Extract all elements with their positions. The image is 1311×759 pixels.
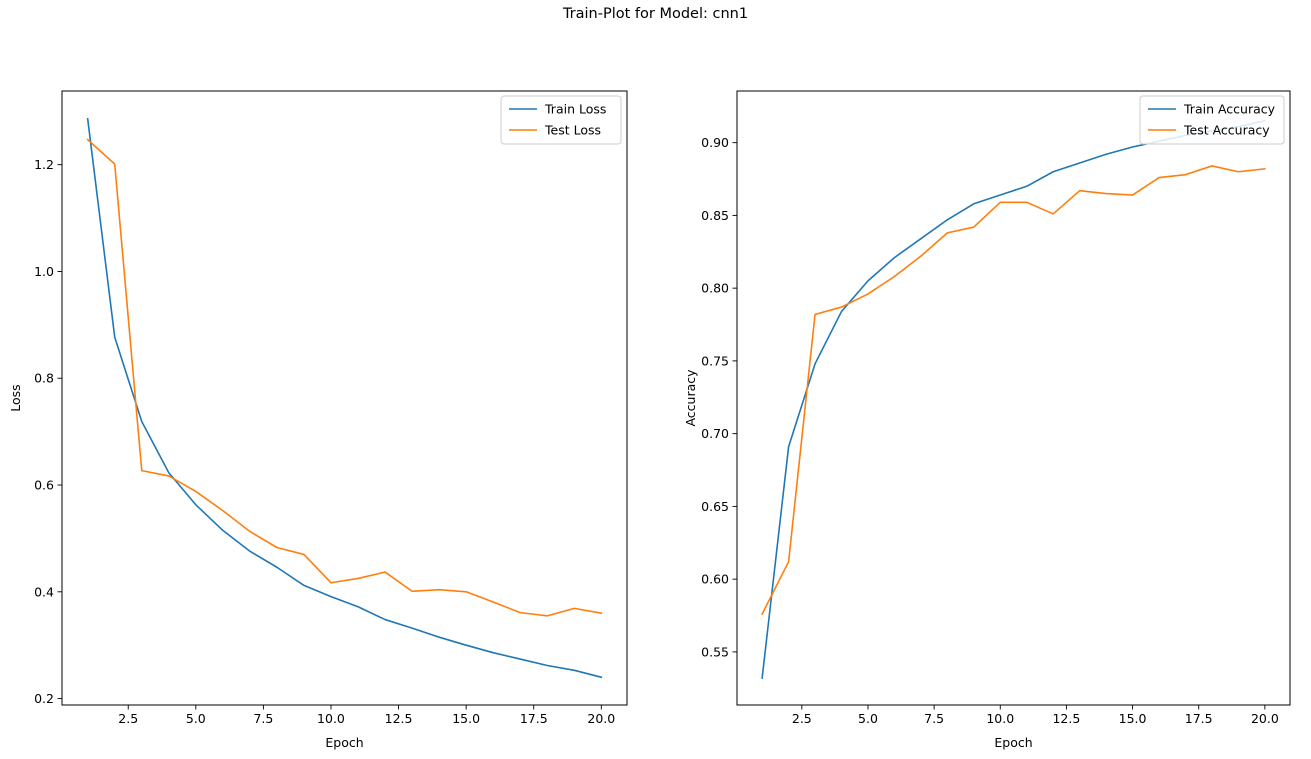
legend: Train Accuracy Test Accuracy [1139,95,1285,145]
y-tick-label: 0.70 [701,426,729,441]
x-tick-label: 7.5 [924,711,944,726]
y-tick-label: 0.90 [701,135,729,150]
series-line-train-accuracy [761,119,1266,679]
y-axis-label: Accuracy [683,369,698,427]
y-tick-label: 0.55 [701,644,729,659]
y-tick-label: 0.80 [701,281,729,296]
x-tick-label: 17.5 [1185,711,1213,726]
legend-entry-label: Train Accuracy [1183,102,1276,117]
x-tick-label: 2.5 [118,711,138,726]
y-tick-label: 0.85 [701,208,729,223]
x-tick-label: 7.5 [253,711,273,726]
series-line-train-loss [86,117,603,679]
legend-box [1139,95,1285,145]
x-tick-label: 20.0 [587,711,615,726]
y-tick-label: 0.4 [34,584,54,599]
x-tick-label: 17.5 [520,711,548,726]
axes-panel-2: 2.5 5.0 7.5 10.0 12.5 15.0 17.5 20.0 0.55 0.60 0.6… [683,90,1291,750]
x-tick-label: 2.5 [792,711,812,726]
series-line-test-loss [86,138,603,617]
y-tick-label: 0.65 [701,499,729,514]
x-axis-label: Epoch [325,735,363,750]
x-tick-label: 12.5 [385,711,413,726]
x-tick-label: 10.0 [317,711,345,726]
x-tick-label: 10.0 [986,711,1014,726]
x-tick-label: 12.5 [1052,711,1080,726]
x-tick-label: 5.0 [858,711,878,726]
x-tick-label: 20.0 [1251,711,1279,726]
axes-panel-1: 2.5 5.0 7.5 10.0 12.5 15.0 17.5 20.0 0.2 0.4 0.6 0.… [8,90,628,750]
legend-box [500,95,622,145]
y-tick-label: 0.75 [701,353,729,368]
legend-entry-label: Train Loss [544,102,606,117]
legend-entry-label: Test Loss [544,123,601,138]
y-tick-label: 1.0 [34,264,54,279]
legend-entry-label: Test Accuracy [1183,123,1270,138]
axes-frame [736,90,1291,706]
y-tick-label: 0.2 [34,691,54,706]
y-tick-label: 0.8 [34,371,54,386]
y-tick-label: 0.6 [34,478,54,493]
y-axis-label: Loss [8,384,23,411]
figure-suptitle: Train-Plot for Model: cnn1 [562,6,749,22]
x-axis-label: Epoch [994,735,1032,750]
x-tick-label: 5.0 [186,711,206,726]
x-tick-label: 15.0 [1119,711,1147,726]
series-line-test-accuracy [761,165,1266,616]
x-tick-label: 15.0 [452,711,480,726]
y-tick-label: 0.60 [701,572,729,587]
axes-frame [61,90,628,706]
legend: Train Loss Test Loss [500,95,622,145]
y-tick-label: 1.2 [34,157,54,172]
